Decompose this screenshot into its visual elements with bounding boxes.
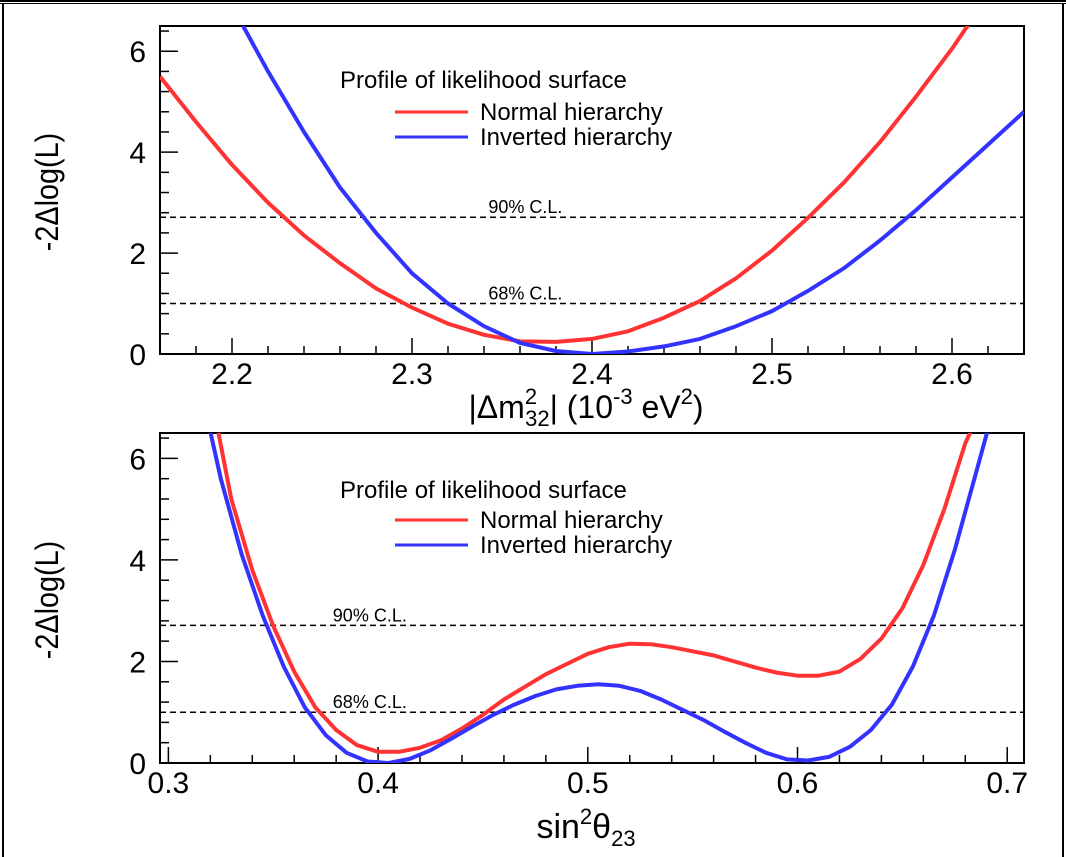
- right-border: [1062, 4, 1064, 857]
- cl-label: 90% C.L.: [333, 605, 407, 625]
- y-tick-label: 0: [129, 748, 146, 781]
- series-line: [216, 433, 973, 754]
- legend-label-inverted: Inverted hierarchy: [480, 532, 672, 559]
- cl-label: 68% C.L.: [488, 284, 562, 304]
- x-tick-label: 0.5: [567, 767, 609, 800]
- x-tick-label: 0.4: [357, 767, 399, 800]
- x-tick-label: 2.4: [571, 358, 613, 391]
- x-axis-title: |Δm2 32| (10-3 eV2): [468, 384, 703, 431]
- series-line: [240, 26, 1024, 354]
- x-tick-label: 0.3: [148, 767, 190, 800]
- x-axis: 0.3 0.4 0.5 0.6 0.7: [148, 747, 1028, 800]
- y-tick-label: 6: [129, 443, 146, 476]
- series-line: [160, 26, 970, 344]
- confidence-level-lines: 90% C.L. 68% C.L.: [160, 197, 1024, 305]
- x-tick-label: 2.5: [751, 358, 793, 391]
- y-axis-title: -2Δlog(L): [30, 541, 66, 659]
- series-line: [208, 433, 990, 763]
- x-tick-label: 0.6: [777, 767, 819, 800]
- y-axis: 0 2 4 6: [129, 30, 178, 372]
- x-axis-title: sin2θ23: [536, 804, 635, 851]
- panel-sin2theta23: 0.3 0.4 0.5 0.6 0.7 0 2 4 6 90% C.L. 68% C.L. Pr…: [30, 432, 1028, 851]
- y-axis: 0 2 4 6: [129, 437, 178, 781]
- y-tick-label: 0: [129, 339, 146, 372]
- top-border: [0, 0, 1066, 4]
- x-tick-label: 2.6: [931, 358, 973, 391]
- y-tick-label: 2: [129, 646, 146, 679]
- x-tick-label: 2.3: [391, 358, 433, 391]
- x-axis: 2.2 2.3 2.4 2.5 2.6: [159, 338, 1025, 391]
- y-tick-label: 6: [129, 36, 146, 69]
- legend-title: Profile of likelihood surface: [340, 67, 627, 94]
- confidence-level-lines: 90% C.L. 68% C.L.: [160, 605, 1024, 713]
- x-tick-label: 0.7: [986, 767, 1028, 800]
- legend-title: Profile of likelihood surface: [340, 477, 627, 504]
- legend-label-inverted: Inverted hierarchy: [480, 124, 672, 151]
- y-tick-label: 2: [129, 238, 146, 271]
- legend: Profile of likelihood surface Normal hie…: [340, 477, 672, 559]
- legend-label-normal: Normal hierarchy: [480, 507, 663, 534]
- legend-label-normal: Normal hierarchy: [480, 99, 663, 126]
- panel-dm32: 2.2 2.3 2.4 2.5 2.6 0 2 4 6 90% C.L. 68% C.L. Pr…: [30, 25, 1025, 431]
- y-axis-title: -2Δlog(L): [30, 133, 66, 251]
- y-tick-label: 4: [129, 137, 146, 170]
- legend: Profile of likelihood surface Normal hie…: [340, 67, 672, 151]
- cl-label: 68% C.L.: [333, 692, 407, 712]
- likelihood-curves: [208, 433, 990, 763]
- left-border: [2, 4, 4, 857]
- y-tick-label: 4: [129, 545, 146, 578]
- cl-label: 90% C.L.: [488, 197, 562, 217]
- plot-frame: [159, 432, 1025, 764]
- likelihood-curves: [160, 26, 1024, 354]
- x-tick-label: 2.2: [211, 358, 253, 391]
